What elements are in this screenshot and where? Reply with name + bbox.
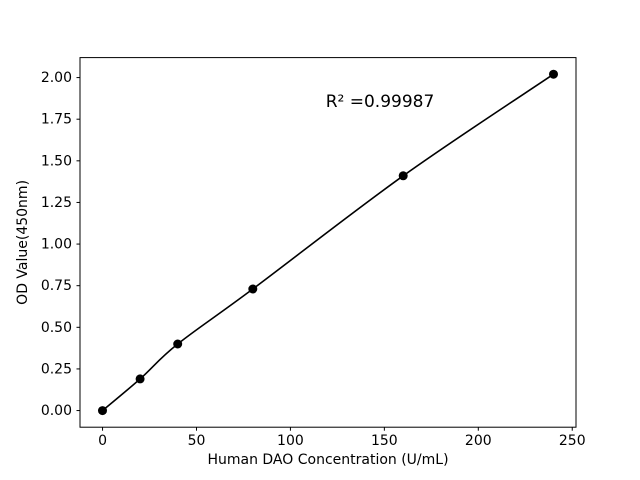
x-tick-label: 200 (465, 433, 492, 449)
x-axis-label: Human DAO Concentration (U/mL) (207, 452, 448, 468)
y-tick-label: 2.00 (41, 70, 72, 86)
y-tick-label: 0.00 (41, 403, 72, 419)
x-tick-label: 0 (98, 433, 107, 449)
x-tick-label: 150 (371, 433, 398, 449)
data-point (98, 406, 107, 416)
x-tick-label: 50 (188, 433, 206, 449)
data-point (248, 284, 258, 294)
y-axis-label: OD Value(450nm) (15, 180, 31, 305)
curve-line (101, 73, 554, 412)
y-tick-label: 1.00 (41, 237, 72, 253)
data-point (398, 171, 408, 181)
plot-content (98, 69, 558, 416)
y-tick-label: 0.25 (41, 361, 72, 377)
axis-ticks: 0 50 100 150 200 250 0.00 0.25 0.50 0.75 1.00 1.25 1… (41, 70, 586, 449)
x-tick-label: 100 (277, 433, 304, 449)
y-tick-label: 0.50 (41, 320, 72, 336)
plot-frame (79, 57, 577, 428)
y-tick-label: 1.25 (41, 195, 72, 211)
y-tick-label: 1.50 (41, 153, 72, 169)
y-tick-label: 0.75 (41, 278, 72, 294)
y-tick-label: 1.75 (41, 112, 72, 128)
r-squared-annotation: R² =0.99987 (326, 92, 435, 112)
data-point (173, 339, 183, 349)
x-tick-label: 250 (559, 433, 586, 449)
data-point (135, 374, 145, 384)
data-point (549, 69, 558, 79)
